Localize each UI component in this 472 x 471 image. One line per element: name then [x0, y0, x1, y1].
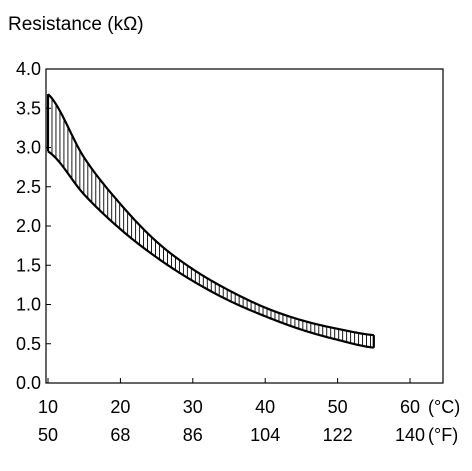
y-tick-label: 2.0	[16, 216, 41, 236]
plot-area: 0.0 0.5 1.0 1.5 2.0 2.5 3.0 3.5 4.0 10 50 20 68 30 86 4…	[16, 59, 460, 445]
x-tick-label-celsius: 30	[183, 397, 203, 417]
x-tick-label-fahrenheit: 122	[323, 425, 353, 445]
plot-frame	[46, 69, 443, 383]
x-tick-label-fahrenheit: 104	[250, 425, 280, 445]
y-tick-label: 3.5	[16, 98, 41, 118]
x-tick-label-celsius: 20	[110, 397, 130, 417]
y-tick-label: 0.5	[16, 334, 41, 354]
y-tick-label: 3.0	[16, 138, 41, 158]
x-tick-label-celsius: 10	[38, 397, 58, 417]
y-tick-label: 4.0	[16, 59, 41, 79]
x-tick-label-fahrenheit: 86	[183, 425, 203, 445]
x-tick-label-celsius: 40	[255, 397, 275, 417]
y-tick-label: 1.0	[16, 295, 41, 315]
series-line-lower	[48, 151, 374, 347]
x-tick-label-fahrenheit: 140	[395, 425, 425, 445]
y-axis-title: Resistance (kΩ)	[8, 14, 144, 35]
y-tick-label: 2.5	[16, 177, 41, 197]
x-tick-label-fahrenheit: 68	[110, 425, 130, 445]
x-tick-label-fahrenheit: 50	[38, 425, 58, 445]
y-tick-label: 0.0	[16, 373, 41, 393]
x-tick-label-celsius: 60	[400, 397, 420, 417]
series-line-upper	[48, 94, 374, 335]
x-unit-fahrenheit: (°F)	[428, 425, 458, 445]
x-tick-label-celsius: 50	[328, 397, 348, 417]
x-unit-celsius: (°C)	[428, 397, 460, 417]
y-tick-label: 1.5	[16, 255, 41, 275]
